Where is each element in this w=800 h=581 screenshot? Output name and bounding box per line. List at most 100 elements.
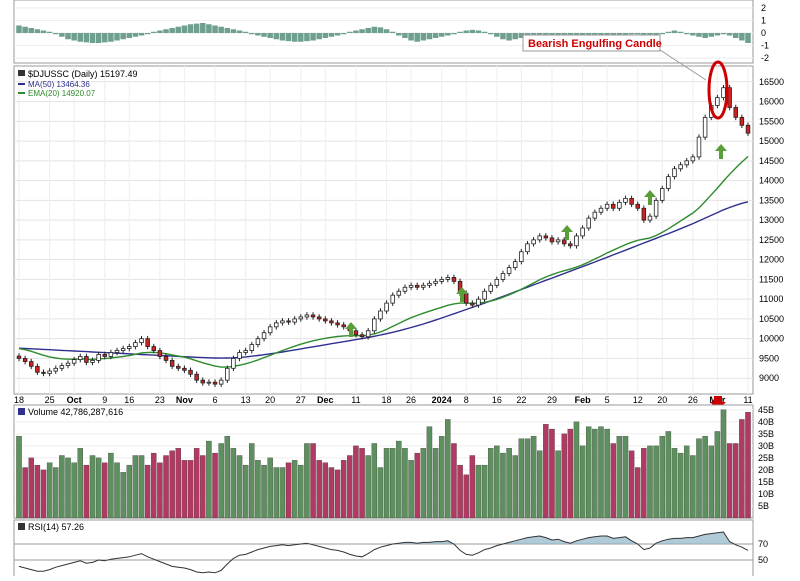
volume-tick-label: 5B [758,501,769,511]
volume-tick-label: 20B [758,465,774,475]
volume-bar [745,412,751,519]
candle-body [120,348,126,351]
volume-bar [389,448,396,519]
volume-bar [635,467,641,519]
annotation-leader-line [659,49,707,81]
macd-hist-bar [732,33,739,38]
candle-body [433,280,438,284]
volume-bar [592,428,598,519]
volume-bar [604,428,610,519]
macd-hist-bar [22,26,28,33]
price-tick-label: 13500 [759,195,784,205]
volume-bar [739,419,745,519]
x-tick-label: 18 [14,395,24,405]
x-tick-label: 25 [45,395,55,405]
volume-bar [585,426,592,519]
macd-tick-label: 1 [761,16,766,26]
candle-body [396,290,402,296]
macd-hist-bar [59,33,65,37]
candle-body [463,292,469,304]
volume-bar [451,443,457,519]
candle-body [225,367,230,381]
macd-hist-bar [389,31,396,33]
volume-tick-label: 40B [758,417,774,427]
price-tick-label: 14500 [759,156,784,166]
volume-bar [702,436,708,519]
volume-tick-label: 30B [758,441,774,451]
volume-bar [622,436,629,519]
macd-hist-bar [518,33,525,38]
x-tick-label: Oct [67,395,82,405]
volume-bar [684,445,690,519]
candle-body [255,338,261,346]
x-tick-label: 9 [102,395,107,405]
volume-bar [316,460,322,519]
support-arrows [345,144,727,337]
macd-hist-bar [408,33,414,41]
volume-bar [22,467,28,519]
macd-hist-bar [187,24,194,33]
volume-bar [224,436,231,519]
macd-tick-label: 2 [761,3,766,13]
volume-bar [53,467,59,519]
macd-hist-bar [402,33,408,38]
macd-hist-bar [163,29,169,33]
candle-body [549,237,555,243]
candle-body [666,176,671,189]
candle-body [672,168,677,178]
macd-hist-bar [494,33,500,37]
volume-bar [236,455,243,519]
volume-bar [46,462,53,519]
candle-body [519,251,524,263]
macd-hist-bar [604,33,610,36]
x-tick-label: 20 [265,395,275,405]
candle-body [267,326,273,334]
candle-body [249,344,255,351]
price-grid [14,66,753,394]
down-arrow-icon [710,396,726,410]
volume-bar [273,467,280,519]
macd-hist-bar [16,25,22,33]
volume-bar [733,443,739,519]
macd-hist-bar [267,33,273,38]
x-tick-label: 16 [492,395,502,405]
x-tick-label: 11 [743,395,752,405]
x-tick-label: 27 [296,395,306,405]
volume-bar [524,438,531,519]
volume-bar [334,469,341,519]
macd-hist-bar [144,33,151,35]
macd-hist-bar [89,33,96,43]
macd-hist-bar [665,31,672,33]
volume-bar [377,467,384,519]
volume-bar [579,445,586,519]
volume-bar [708,445,714,519]
volume-bar [371,443,378,519]
volume-bar [169,450,175,519]
volume-bar [187,460,194,519]
x-tick-label: 2024 [432,395,452,405]
candle-body [439,278,444,282]
volume-bar [567,428,574,519]
candle-body [623,197,628,203]
volume-bar [414,452,420,519]
candle-body [71,359,77,364]
candle-body [114,350,120,353]
macd-hist-bar [52,33,59,35]
macd-hist-bar [255,33,261,36]
volume-bar [108,452,114,519]
ema20-legend-text: EMA(20) 14920.07 [28,89,96,98]
candle-body [169,360,175,367]
volume-bar [340,460,347,519]
volume-bar [328,467,335,519]
volume-bar [353,445,359,519]
macd-hist-bar [218,26,224,33]
price-tick-label: 12500 [759,235,784,245]
x-tick-label: 6 [213,395,218,405]
x-tick-label: 13 [241,395,251,405]
x-tick-label: 22 [516,395,526,405]
macd-hist-bar [469,29,476,33]
macd-hist-bar [175,26,182,33]
volume-bar [610,443,616,519]
macd-hist-bar [671,30,678,33]
